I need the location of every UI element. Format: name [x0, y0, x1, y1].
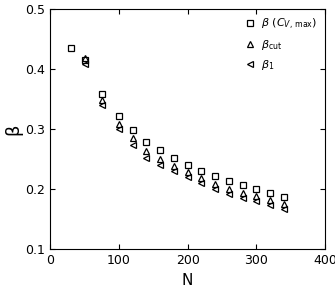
$\beta\ (C_{V,\ \mathrm{max}})$	[227, 179, 231, 182]
$\beta\ (C_{V,\ \mathrm{max}})$	[241, 183, 245, 187]
$\beta_{\mathrm{cut}}$	[241, 192, 245, 195]
$\beta\ (C_{V,\ \mathrm{max}})$	[144, 141, 148, 144]
$\beta_{1}$	[186, 175, 190, 179]
$\beta_{1}$	[172, 169, 176, 173]
$\beta\ (C_{V,\ \mathrm{max}})$	[186, 164, 190, 167]
$\beta\ (C_{V,\ \mathrm{max}})$	[268, 192, 272, 195]
$\beta\ (C_{V,\ \mathrm{max}})$	[100, 93, 104, 96]
$\beta_{\mathrm{cut}}$	[254, 195, 258, 198]
$\beta_{1}$	[82, 62, 86, 66]
$\beta_{\mathrm{cut}}$	[268, 198, 272, 202]
$\beta_{\mathrm{cut}}$	[117, 122, 121, 126]
$\beta_{\mathrm{cut}}$	[213, 183, 217, 186]
$\beta\ (C_{V,\ \mathrm{max}})$	[131, 128, 135, 132]
$\beta_{\mathrm{cut}}$	[186, 171, 190, 174]
$\beta\ (C_{V,\ \mathrm{max}})$	[172, 156, 176, 160]
$\beta_{\mathrm{cut}}$	[172, 165, 176, 168]
X-axis label: N: N	[182, 273, 193, 288]
Legend: $\beta\ (C_{V,\,\mathrm{max}})$, $\beta_{\mathrm{cut}}$, $\beta_{1}$: $\beta\ (C_{V,\,\mathrm{max}})$, $\beta_…	[241, 14, 319, 74]
$\beta\ (C_{V,\ \mathrm{max}})$	[82, 58, 86, 61]
$\beta_{\mathrm{cut}}$	[100, 98, 104, 102]
$\beta_{\mathrm{cut}}$	[131, 136, 135, 140]
$\beta_{1}$	[100, 103, 104, 107]
$\beta_{\mathrm{cut}}$	[158, 157, 162, 161]
$\beta\ (C_{V,\ \mathrm{max}})$	[69, 46, 73, 50]
$\beta_{1}$	[268, 204, 272, 207]
$\beta\ (C_{V,\ \mathrm{max}})$	[158, 148, 162, 152]
$\beta_{1}$	[254, 200, 258, 203]
$\beta_{1}$	[131, 144, 135, 147]
$\beta\ (C_{V,\ \mathrm{max}})$	[282, 195, 286, 199]
$\beta_{1}$	[282, 207, 286, 211]
Line: $\beta\ (C_{V,\ \mathrm{max}})$: $\beta\ (C_{V,\ \mathrm{max}})$	[67, 44, 287, 200]
$\beta_{\mathrm{cut}}$	[82, 56, 86, 60]
Line: $\beta_{1}$: $\beta_{1}$	[81, 61, 287, 213]
$\beta\ (C_{V,\ \mathrm{max}})$	[117, 114, 121, 117]
Line: $\beta_{\mathrm{cut}}$: $\beta_{\mathrm{cut}}$	[81, 55, 287, 208]
$\beta_{\mathrm{cut}}$	[282, 202, 286, 206]
$\beta_{1}$	[199, 182, 203, 185]
$\beta\ (C_{V,\ \mathrm{max}})$	[213, 174, 217, 178]
$\beta_{1}$	[117, 127, 121, 131]
$\beta_{1}$	[213, 187, 217, 191]
$\beta_{\mathrm{cut}}$	[144, 150, 148, 153]
$\beta\ (C_{V,\ \mathrm{max}})$	[254, 187, 258, 191]
$\beta_{1}$	[241, 197, 245, 200]
$\beta_{1}$	[144, 156, 148, 160]
$\beta_{\mathrm{cut}}$	[199, 177, 203, 180]
$\beta\ (C_{V,\ \mathrm{max}})$	[199, 169, 203, 173]
$\beta_{1}$	[158, 164, 162, 167]
$\beta_{\mathrm{cut}}$	[227, 187, 231, 191]
$\beta_{1}$	[227, 192, 231, 196]
Y-axis label: β: β	[5, 123, 22, 135]
